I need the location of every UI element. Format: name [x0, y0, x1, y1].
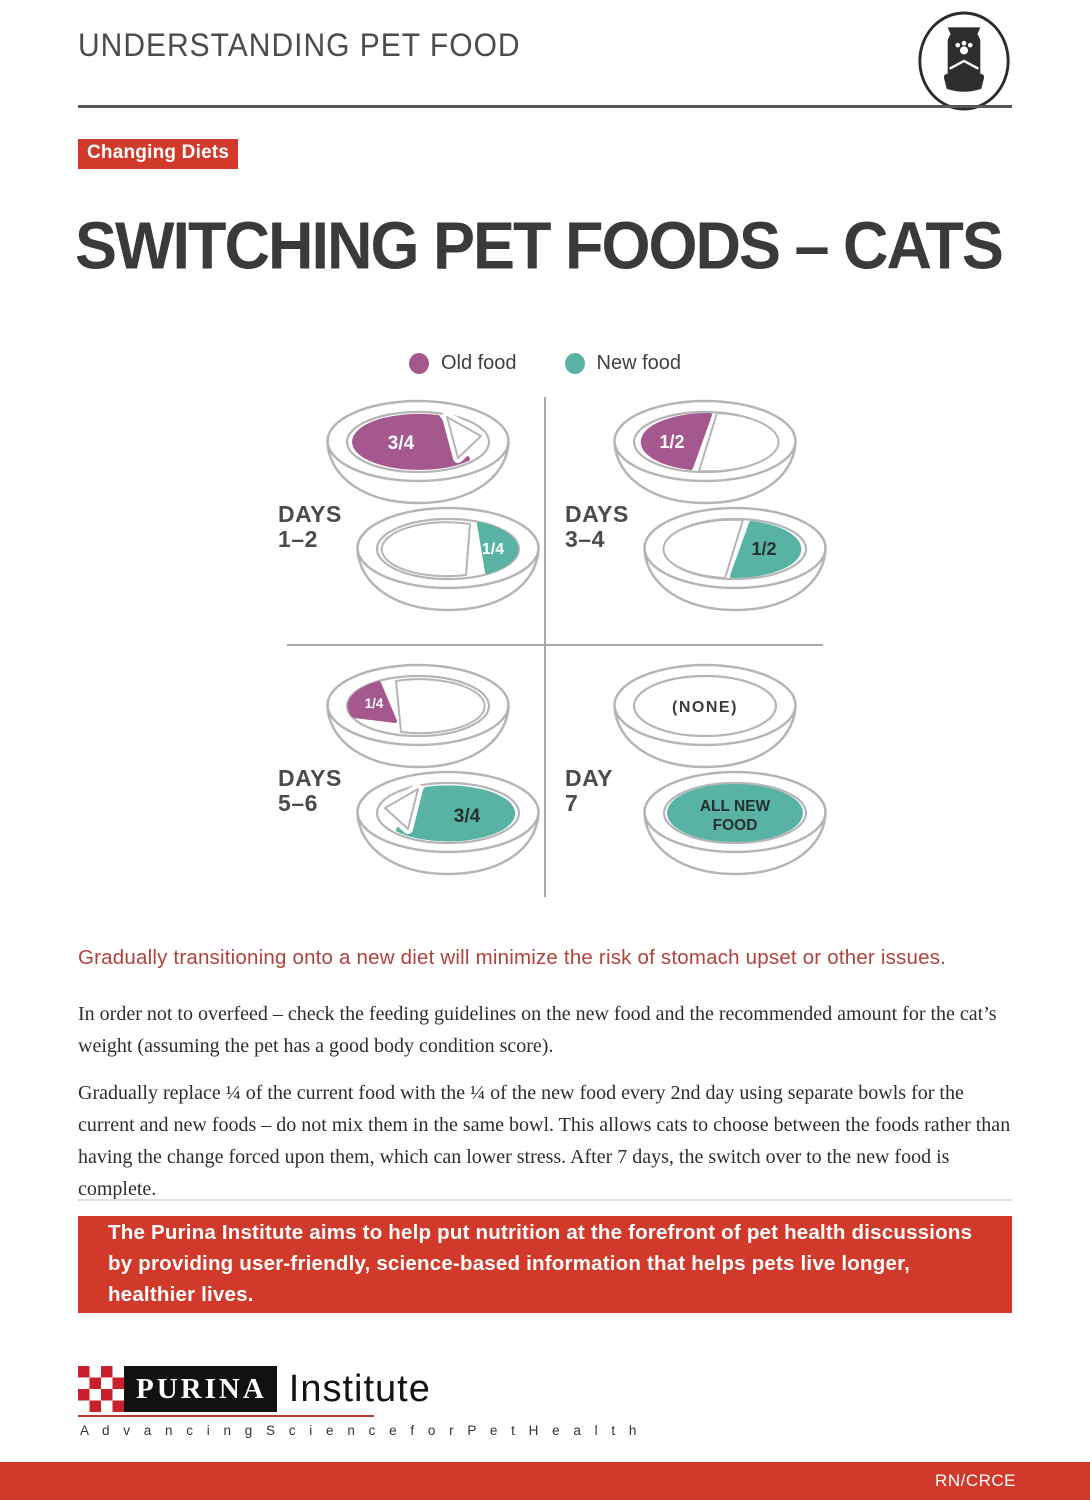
- day-range: 3–4: [565, 526, 605, 553]
- purina-checkerboard-icon: [78, 1366, 124, 1412]
- purina-institute-logo: PURINA Institute: [78, 1366, 431, 1412]
- logo-tagline: A d v a n c i n g S c i e n c e f o r P …: [80, 1423, 642, 1438]
- day-range: 5–6: [278, 790, 318, 817]
- day-range: 1–2: [278, 526, 318, 553]
- logo-divider: [78, 1415, 374, 1417]
- quadrant-days-5-6: DAYS 5–6 1/4 3/4: [270, 660, 546, 912]
- paw-icon: [955, 40, 973, 55]
- bowl-diagram-days-3-4: 1/2 1/2: [613, 399, 827, 612]
- section-badge: Changing Diets: [78, 139, 239, 169]
- new-food-bowl: 1/2: [643, 506, 827, 612]
- day-label: DAY 7: [565, 765, 613, 817]
- quadrant-divider-horizontal: [287, 644, 823, 646]
- institute-wordmark: Institute: [288, 1367, 431, 1410]
- bowl-diagram-days-1-2: 3/4 1/4: [326, 399, 540, 612]
- day-word: DAYS: [278, 765, 342, 791]
- portion-label: 3/4: [388, 433, 415, 454]
- paragraph-overfeed: In order not to overfeed – check the fee…: [78, 1003, 997, 1057]
- paragraph-replace: Gradually replace ¼ of the current food …: [78, 1082, 1011, 1200]
- portion-label: 1/2: [659, 432, 684, 452]
- day-label: DAYS 3–4: [565, 501, 629, 553]
- new-food-bowl: 3/4: [356, 770, 540, 876]
- portion-label: ALL NEW: [700, 798, 771, 815]
- purina-wordmark: PURINA: [124, 1366, 277, 1412]
- day-label: DAYS 1–2: [278, 501, 342, 553]
- footer-bar: RN/CRCE: [0, 1462, 1090, 1500]
- new-food-dot-icon: [564, 353, 585, 374]
- portion-label: FOOD: [713, 817, 758, 834]
- quadrant-days-1-2: DAYS 1–2 3/4 1/4: [270, 396, 546, 648]
- quadrant-days-3-4: DAYS 3–4 1/2 1/2: [557, 396, 833, 648]
- legend-old-label: Old food: [440, 352, 517, 374]
- quadrant-day-7: DAY 7 (NONE) ALL NEW FOOD: [557, 660, 833, 912]
- purina-institute-banner: The Purina Institute aims to help put nu…: [78, 1216, 1012, 1313]
- banner-top-divider: [78, 1199, 1012, 1201]
- old-food-dot-icon: [408, 353, 429, 374]
- bowl-diagram-day-7: (NONE) ALL NEW FOOD: [613, 663, 827, 876]
- portion-label: (NONE): [672, 699, 738, 716]
- page-title: SWITCHING PET FOODS – CATS: [75, 209, 1004, 284]
- day-range: 7: [565, 790, 579, 817]
- new-food-bowl: 1/4: [356, 506, 540, 612]
- legend: Old food New food: [0, 352, 1090, 375]
- old-food-bowl-empty: (NONE): [613, 663, 797, 769]
- quadrant-divider-vertical: [544, 397, 546, 897]
- legend-new-label: New food: [596, 352, 682, 374]
- portion-label: 1/4: [482, 541, 504, 558]
- old-food-bowl: 1/4: [326, 663, 510, 769]
- day-word: DAY: [565, 765, 613, 791]
- banner-text: The Purina Institute aims to help put nu…: [108, 1221, 973, 1306]
- day-word: DAYS: [565, 501, 629, 527]
- legend-old-food: Old food: [408, 352, 517, 375]
- page-header-title: UNDERSTANDING PET FOOD: [78, 28, 521, 64]
- footer-code: RN/CRCE: [935, 1471, 1016, 1490]
- legend-new-food: New food: [564, 352, 682, 375]
- day-label: DAYS 5–6: [278, 765, 342, 817]
- day-word: DAYS: [278, 501, 342, 527]
- header-divider: [78, 105, 1012, 108]
- portion-label: 1/2: [751, 539, 776, 559]
- highlight-sentence: Gradually transitioning onto a new diet …: [78, 946, 947, 969]
- new-food-bowl-full: ALL NEW FOOD: [643, 770, 827, 876]
- old-food-bowl: 1/2: [613, 399, 797, 505]
- bowl-diagram-days-5-6: 1/4 3/4: [326, 663, 540, 876]
- pet-bowl-icon: [943, 73, 985, 92]
- portion-label: 3/4: [454, 806, 481, 827]
- pet-food-bag-and-bowl-icon: [918, 11, 1010, 111]
- old-food-bowl: 3/4: [326, 399, 510, 505]
- portion-label: 1/4: [365, 696, 384, 711]
